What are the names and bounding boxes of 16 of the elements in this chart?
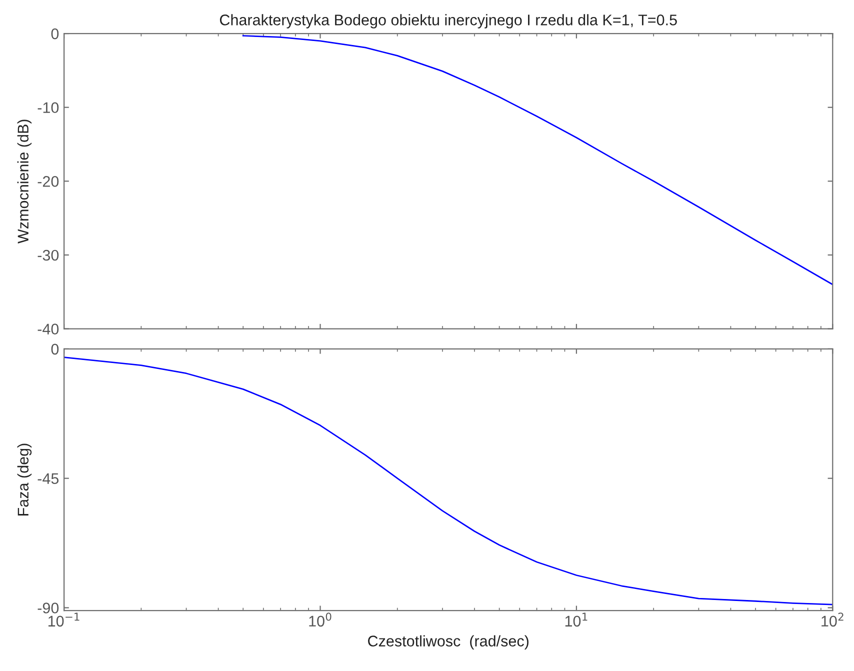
x-tick-label: 10$^{2}$	[822, 612, 844, 627]
y-tick-label: -20	[38, 176, 59, 187]
y-axis-title: Wzmocnienie (dB)	[17, 120, 32, 244]
x-tick-label: 10$^{−1}$	[48, 612, 80, 627]
x-axis-title: Czestotliwosc (rad/sec)	[368, 635, 528, 650]
y-tick-label: 0	[51, 344, 59, 355]
y-tick-label: -10	[38, 102, 59, 114]
y-tick-label: 0	[51, 28, 59, 40]
y-tick-label: -30	[38, 250, 59, 261]
y-tick-label: -40	[38, 324, 59, 334]
y-axis-title: Faza (deg)	[17, 444, 32, 516]
x-tick-label: 10$^{0}$	[309, 612, 332, 627]
y-tick-label: -90	[38, 602, 59, 614]
x-tick-label: 10$^{1}$	[565, 612, 588, 627]
y-tick-label: -45	[38, 473, 59, 484]
chart-title: Charakterystyka Bodego obiektu inercyjnego I rzedu dla K=1, T=0.5	[220, 14, 677, 28]
